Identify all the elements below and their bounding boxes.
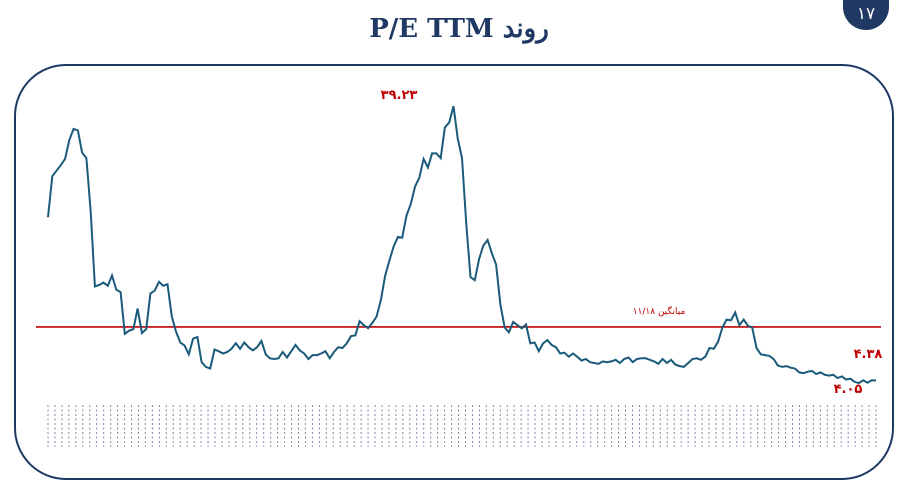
chart-title: روند P/E TTM bbox=[369, 14, 549, 44]
last-value-label: ۴.۳۸ bbox=[854, 347, 883, 362]
average-label: میانگین ۱۱/۱۸ bbox=[633, 305, 686, 317]
x-axis-ticks bbox=[47, 405, 877, 447]
series-line-pe-ttm bbox=[47, 105, 877, 385]
max-value-label: ۳۹.۲۳ bbox=[381, 88, 418, 103]
min-value-label: ۴.۰۵ bbox=[834, 382, 863, 397]
chart-frame bbox=[14, 64, 894, 480]
